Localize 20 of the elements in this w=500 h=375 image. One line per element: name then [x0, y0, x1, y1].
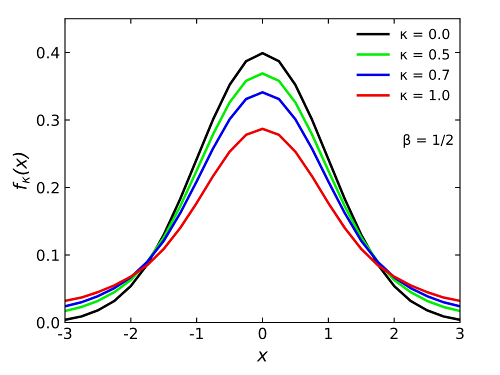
y-tick-label: 0.0: [36, 316, 60, 329]
x-axis-title: x: [256, 352, 268, 362]
y-tick-label: 0.2: [36, 182, 59, 194]
y-tick-label: 0.4: [36, 46, 60, 59]
y-axis-title: f$_{κ}$(x): [12, 152, 30, 190]
y-tick-label: 0.3: [36, 114, 59, 126]
legend-label: κ = 0.7: [400, 69, 450, 80]
x-tick-label: 0: [258, 328, 266, 340]
legend-label: κ = 1.0: [400, 90, 450, 100]
x-tick-label: 2: [390, 328, 398, 339]
x-tick-label: -1: [190, 328, 203, 339]
line-series: [65, 128, 460, 302]
x-tick-label: 1: [325, 328, 332, 339]
legend-label: κ = 0.0: [400, 28, 450, 40]
x-tick-label: -2: [124, 328, 137, 339]
x-tick-label: -3: [58, 328, 72, 340]
y-tick-label: 0.1: [36, 249, 59, 262]
annotation: β = 1/2: [404, 134, 453, 148]
x-tick-label: 3: [456, 328, 464, 340]
legend-label: κ = 0.5: [400, 49, 450, 60]
